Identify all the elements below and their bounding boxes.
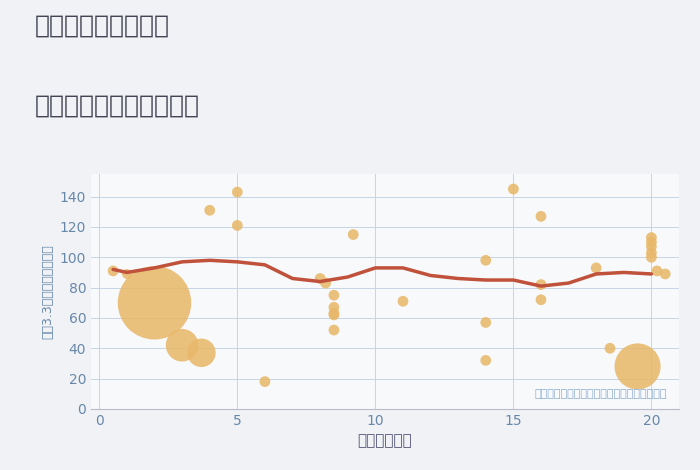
Point <box>398 298 409 305</box>
Point <box>536 212 547 220</box>
Point <box>604 345 615 352</box>
Point <box>646 253 657 261</box>
Point <box>646 238 657 246</box>
Text: 円の大きさは、取引のあった物件面積を示す: 円の大きさは、取引のあった物件面積を示す <box>535 390 667 400</box>
Point <box>646 243 657 251</box>
Point <box>328 326 339 334</box>
Point <box>108 267 119 274</box>
Point <box>196 349 207 357</box>
Point <box>232 222 243 229</box>
Point <box>320 279 331 287</box>
Point <box>259 378 270 385</box>
Point <box>536 281 547 288</box>
Point <box>659 270 671 278</box>
Point <box>348 231 359 238</box>
Y-axis label: 坪（3.3㎡）単価（万円）: 坪（3.3㎡）単価（万円） <box>41 244 54 339</box>
Point <box>328 291 339 299</box>
Point <box>149 299 160 306</box>
Point <box>646 249 657 257</box>
Point <box>480 257 491 264</box>
Point <box>121 270 132 278</box>
Point <box>508 185 519 193</box>
Point <box>646 234 657 241</box>
Point <box>328 311 339 319</box>
Point <box>232 188 243 196</box>
Point <box>632 363 643 370</box>
X-axis label: 駅距離（分）: 駅距離（分） <box>358 433 412 448</box>
Text: 千葉県成田市吉岡の: 千葉県成田市吉岡の <box>35 14 170 38</box>
Point <box>536 296 547 304</box>
Point <box>480 319 491 326</box>
Point <box>328 304 339 311</box>
Point <box>328 310 339 317</box>
Point <box>480 357 491 364</box>
Point <box>314 275 326 282</box>
Point <box>204 206 216 214</box>
Point <box>651 267 662 274</box>
Point <box>591 264 602 272</box>
Text: 駅距離別中古戸建て価格: 駅距離別中古戸建て価格 <box>35 94 200 118</box>
Point <box>176 342 188 349</box>
